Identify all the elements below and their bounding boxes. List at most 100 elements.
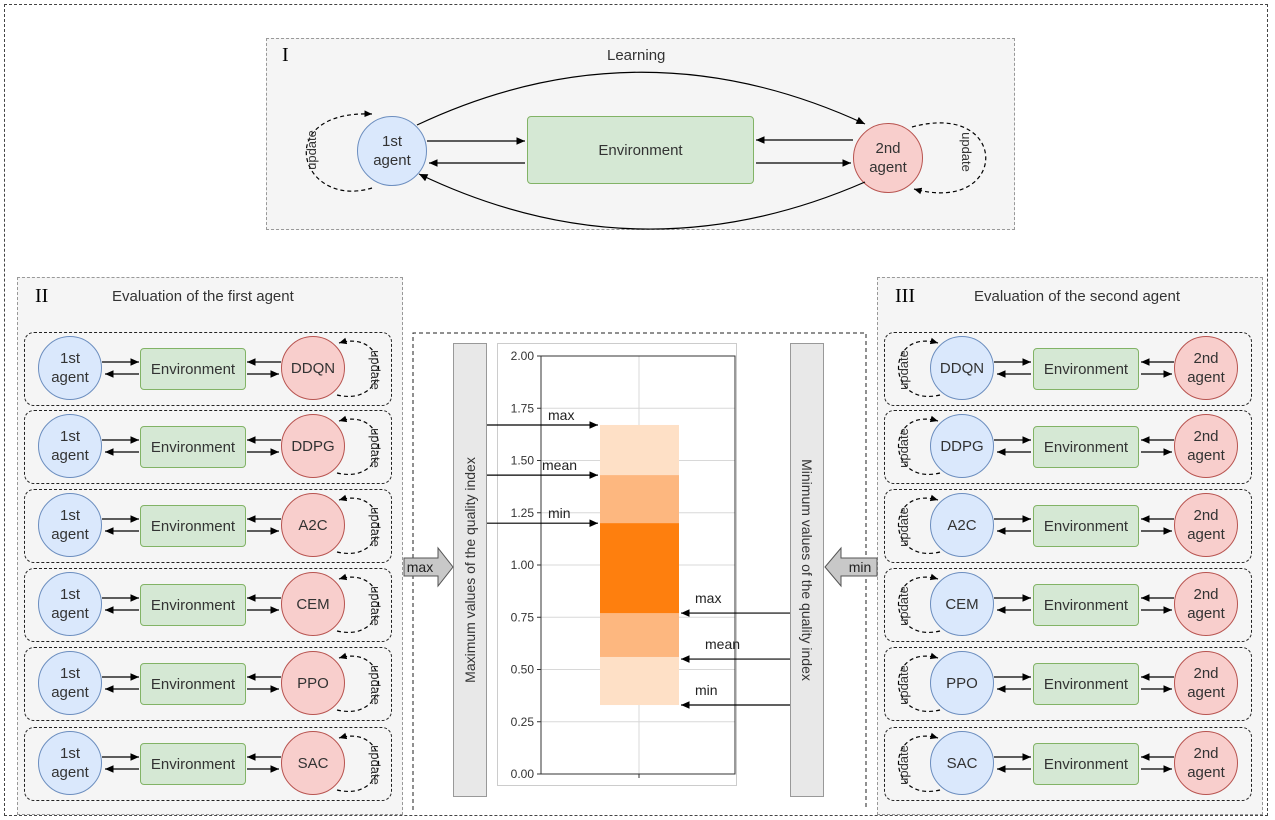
second-agent-node: 2nd agent bbox=[1174, 336, 1238, 400]
second-evaluation-title: Evaluation of the second agent bbox=[974, 288, 1180, 305]
environment-node: Environment bbox=[1033, 426, 1139, 468]
annotation-label-left: max bbox=[548, 407, 574, 423]
environment-node: Environment bbox=[527, 116, 754, 184]
update-loop bbox=[336, 732, 380, 793]
opponent-algorithm-node: A2C bbox=[281, 493, 345, 557]
update-loop bbox=[897, 732, 941, 793]
evaluation-row-second bbox=[884, 727, 1252, 801]
environment-node: Environment bbox=[1033, 743, 1139, 785]
environment-node: Environment bbox=[140, 505, 246, 547]
update-loop bbox=[336, 573, 380, 634]
first-agent-node: 1st agent bbox=[38, 493, 102, 557]
second-agent-node-label: 2nd agent bbox=[1187, 745, 1225, 781]
environment-node-label: Environment bbox=[1043, 438, 1129, 456]
update-loop bbox=[336, 494, 380, 555]
opponent-algorithm-node-label: DDPG bbox=[291, 437, 335, 455]
panel-number-i: I bbox=[282, 44, 289, 66]
evaluation-row-first bbox=[24, 647, 392, 721]
second-agent-node-label: 2nd agent bbox=[1187, 507, 1225, 543]
environment-node: Environment bbox=[140, 348, 246, 390]
update-loop bbox=[897, 652, 941, 713]
evaluation-row-second bbox=[884, 489, 1252, 563]
update-label: update bbox=[896, 745, 911, 785]
update-label: update bbox=[368, 507, 383, 547]
panel-number-ii: II bbox=[35, 285, 49, 307]
update-loop bbox=[897, 415, 941, 476]
environment-node-label: Environment bbox=[1043, 596, 1129, 614]
second-agent-label: 2nd agent bbox=[869, 140, 907, 176]
update-loop bbox=[336, 652, 380, 713]
opponent-algorithm-node: CEM bbox=[930, 572, 994, 636]
annotation-label-left: mean bbox=[542, 457, 577, 473]
second-agent-node: 2nd agent bbox=[1174, 572, 1238, 636]
y-tick-label: 0.25 bbox=[511, 715, 535, 729]
y-tick-label: 1.00 bbox=[511, 558, 535, 572]
environment-node-label: Environment bbox=[150, 517, 236, 535]
opponent-algorithm-node: DDQN bbox=[930, 336, 994, 400]
learning-title: Learning bbox=[607, 47, 666, 64]
second-agent-node: 2nd agent bbox=[853, 123, 923, 193]
update-label: update bbox=[896, 350, 911, 390]
first-agent-node-label: 1st agent bbox=[51, 745, 89, 781]
opponent-algorithm-node: SAC bbox=[930, 731, 994, 795]
min-block-arrow bbox=[824, 546, 878, 588]
opponent-algorithm-node-label: PPO bbox=[946, 674, 978, 692]
update-label: update bbox=[896, 586, 911, 626]
first-agent-node-label: 1st agent bbox=[51, 665, 89, 701]
evaluation-row-second bbox=[884, 568, 1252, 642]
update-loop bbox=[336, 415, 380, 476]
first-evaluation-title: Evaluation of the first agent bbox=[112, 288, 294, 305]
environment-node: Environment bbox=[140, 663, 246, 705]
max-block-arrow bbox=[403, 546, 454, 588]
second-agent-node-label: 2nd agent bbox=[1187, 665, 1225, 701]
opponent-algorithm-node-label: PPO bbox=[297, 674, 329, 692]
environment-node: Environment bbox=[140, 743, 246, 785]
opponent-algorithm-node-label: A2C bbox=[947, 516, 977, 534]
opponent-algorithm-node: DDPG bbox=[930, 414, 994, 478]
opponent-algorithm-node-label: CEM bbox=[945, 595, 979, 613]
opponent-algorithm-node: CEM bbox=[281, 572, 345, 636]
y-tick-label: 0.75 bbox=[511, 610, 535, 624]
update-label-agent2: update bbox=[959, 132, 974, 172]
opponent-algorithm-node-label: SAC bbox=[297, 754, 329, 772]
plot-axes bbox=[540, 355, 736, 775]
first-agent-node: 1st agent bbox=[38, 336, 102, 400]
second-agent-node-label: 2nd agent bbox=[1187, 586, 1225, 622]
arc-agent1-to-agent2 bbox=[416, 71, 866, 126]
first-agent-node: 1st agent bbox=[38, 731, 102, 795]
evaluation-row-first bbox=[24, 727, 392, 801]
opponent-algorithm-node-label: DDPG bbox=[940, 437, 984, 455]
second-agent-node: 2nd agent bbox=[1174, 731, 1238, 795]
environment-node: Environment bbox=[1033, 348, 1139, 390]
band-inner bbox=[600, 523, 679, 614]
y-tick-label: 0.50 bbox=[511, 663, 535, 677]
minimum-values-bar bbox=[790, 343, 824, 797]
y-tick-label: 1.50 bbox=[511, 454, 535, 468]
environment-node-label: Environment bbox=[1043, 675, 1129, 693]
environment-node-label: Environment bbox=[150, 360, 236, 378]
update-loop bbox=[336, 337, 380, 398]
annotation-label-right: min bbox=[695, 682, 718, 698]
environment-label: Environment bbox=[598, 141, 683, 159]
environment-node-label: Environment bbox=[150, 755, 236, 773]
opponent-algorithm-node-label: DDQN bbox=[290, 359, 336, 377]
environment-node: Environment bbox=[140, 426, 246, 468]
update-label: update bbox=[896, 507, 911, 547]
annotation-label-right: mean bbox=[705, 636, 740, 652]
environment-node: Environment bbox=[1033, 505, 1139, 547]
annotation-label-left: min bbox=[548, 505, 571, 521]
panel-number-iii: III bbox=[895, 285, 915, 307]
max-arrow-label: max bbox=[407, 559, 433, 575]
first-agent-node-label: 1st agent bbox=[51, 586, 89, 622]
first-agent-node-label: 1st agent bbox=[51, 507, 89, 543]
opponent-algorithm-node: DDQN bbox=[281, 336, 345, 400]
environment-node-label: Environment bbox=[150, 596, 236, 614]
environment-node: Environment bbox=[140, 584, 246, 626]
first-agent-node: 1st agent bbox=[357, 116, 427, 186]
arc-agent2-to-agent1 bbox=[418, 173, 866, 230]
min-arrow-label: min bbox=[849, 559, 872, 575]
environment-node-label: Environment bbox=[150, 438, 236, 456]
update-label: update bbox=[368, 350, 383, 390]
update-label: update bbox=[896, 428, 911, 468]
